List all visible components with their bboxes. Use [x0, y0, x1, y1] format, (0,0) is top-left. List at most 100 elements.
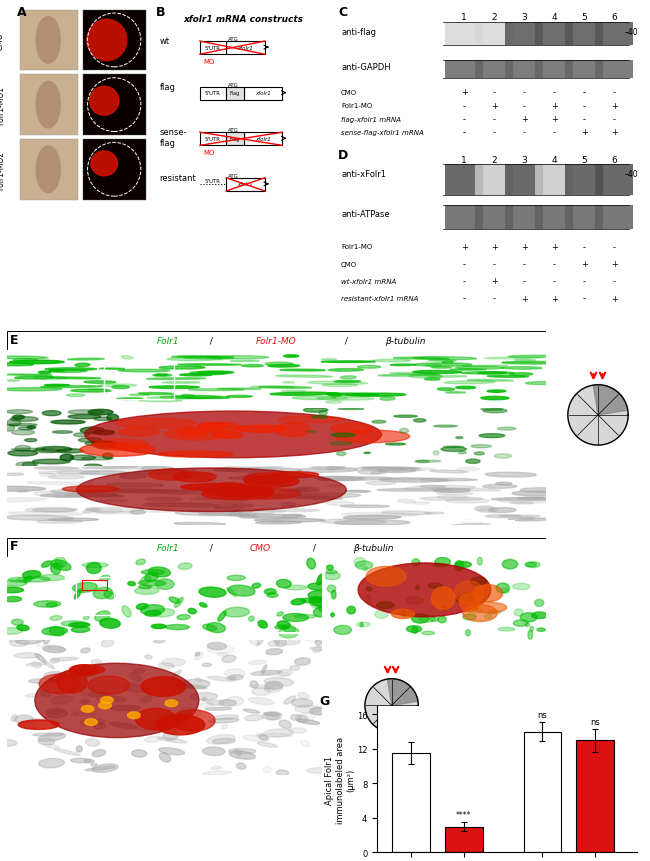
Text: 5'UTR: 5'UTR: [205, 178, 221, 183]
Ellipse shape: [57, 449, 83, 454]
Ellipse shape: [311, 466, 343, 470]
Ellipse shape: [358, 469, 384, 474]
Ellipse shape: [136, 560, 146, 565]
Ellipse shape: [400, 429, 409, 434]
Ellipse shape: [282, 625, 296, 633]
Ellipse shape: [138, 580, 166, 586]
Text: CMO: CMO: [341, 90, 357, 96]
FancyBboxPatch shape: [445, 23, 483, 46]
FancyBboxPatch shape: [566, 60, 603, 79]
FancyBboxPatch shape: [226, 42, 265, 55]
Ellipse shape: [147, 397, 195, 400]
Ellipse shape: [138, 400, 182, 402]
Ellipse shape: [393, 358, 449, 360]
Ellipse shape: [445, 392, 466, 393]
Ellipse shape: [454, 581, 484, 604]
Ellipse shape: [277, 612, 283, 616]
Ellipse shape: [326, 570, 337, 574]
Ellipse shape: [161, 659, 185, 666]
Ellipse shape: [49, 647, 66, 651]
Text: /: /: [207, 337, 216, 345]
Ellipse shape: [202, 771, 232, 775]
Ellipse shape: [372, 421, 386, 424]
Text: +: +: [491, 102, 498, 110]
Ellipse shape: [84, 759, 94, 763]
Ellipse shape: [214, 507, 243, 510]
Ellipse shape: [250, 387, 294, 388]
Ellipse shape: [138, 393, 174, 395]
Ellipse shape: [480, 580, 486, 585]
Ellipse shape: [310, 599, 327, 609]
Ellipse shape: [6, 410, 32, 414]
Ellipse shape: [1, 424, 14, 431]
Ellipse shape: [398, 499, 415, 504]
Ellipse shape: [484, 357, 543, 360]
Ellipse shape: [276, 375, 333, 378]
Ellipse shape: [80, 443, 155, 457]
Ellipse shape: [202, 489, 272, 500]
Ellipse shape: [119, 491, 180, 493]
Ellipse shape: [16, 361, 59, 364]
Ellipse shape: [296, 488, 319, 492]
Ellipse shape: [8, 578, 27, 582]
Text: resistant: resistant: [159, 174, 196, 183]
Text: -: -: [523, 102, 526, 110]
Ellipse shape: [199, 514, 256, 516]
FancyBboxPatch shape: [226, 178, 265, 192]
Ellipse shape: [38, 738, 55, 745]
Ellipse shape: [428, 584, 443, 589]
Text: 4: 4: [551, 156, 557, 164]
FancyBboxPatch shape: [244, 133, 282, 146]
Ellipse shape: [311, 477, 366, 480]
Text: +: +: [461, 88, 467, 97]
Ellipse shape: [462, 521, 482, 525]
Ellipse shape: [229, 476, 307, 480]
Ellipse shape: [415, 585, 419, 590]
Text: +: +: [551, 294, 558, 303]
Ellipse shape: [382, 479, 417, 480]
Ellipse shape: [268, 365, 300, 368]
Ellipse shape: [424, 512, 444, 515]
Text: ATG: ATG: [228, 83, 239, 88]
Ellipse shape: [500, 589, 509, 593]
Ellipse shape: [20, 722, 36, 729]
Ellipse shape: [317, 574, 323, 585]
Ellipse shape: [155, 375, 167, 376]
Ellipse shape: [87, 20, 127, 62]
Ellipse shape: [265, 589, 276, 595]
Ellipse shape: [327, 393, 341, 397]
Ellipse shape: [528, 630, 532, 640]
Ellipse shape: [188, 389, 244, 391]
Ellipse shape: [198, 372, 233, 374]
Ellipse shape: [264, 672, 289, 677]
Ellipse shape: [70, 665, 105, 675]
Ellipse shape: [83, 510, 98, 513]
Ellipse shape: [157, 715, 168, 723]
Ellipse shape: [227, 588, 237, 597]
Ellipse shape: [334, 381, 361, 383]
Ellipse shape: [366, 482, 396, 486]
Text: -: -: [493, 88, 496, 97]
Ellipse shape: [437, 492, 473, 495]
Ellipse shape: [478, 557, 482, 566]
Ellipse shape: [311, 416, 328, 418]
Ellipse shape: [18, 720, 59, 729]
Ellipse shape: [430, 471, 467, 474]
Ellipse shape: [177, 615, 190, 620]
Ellipse shape: [456, 367, 504, 369]
Ellipse shape: [101, 697, 113, 703]
Ellipse shape: [424, 379, 440, 381]
Ellipse shape: [5, 597, 21, 602]
Ellipse shape: [227, 677, 236, 680]
Ellipse shape: [40, 473, 56, 477]
Ellipse shape: [164, 428, 227, 441]
Ellipse shape: [91, 660, 102, 665]
Text: -: -: [552, 88, 556, 97]
Ellipse shape: [0, 486, 46, 492]
Ellipse shape: [488, 610, 501, 614]
Text: D: D: [338, 149, 348, 162]
Ellipse shape: [456, 437, 463, 439]
Ellipse shape: [441, 448, 467, 452]
Ellipse shape: [363, 468, 436, 471]
Ellipse shape: [515, 360, 536, 362]
